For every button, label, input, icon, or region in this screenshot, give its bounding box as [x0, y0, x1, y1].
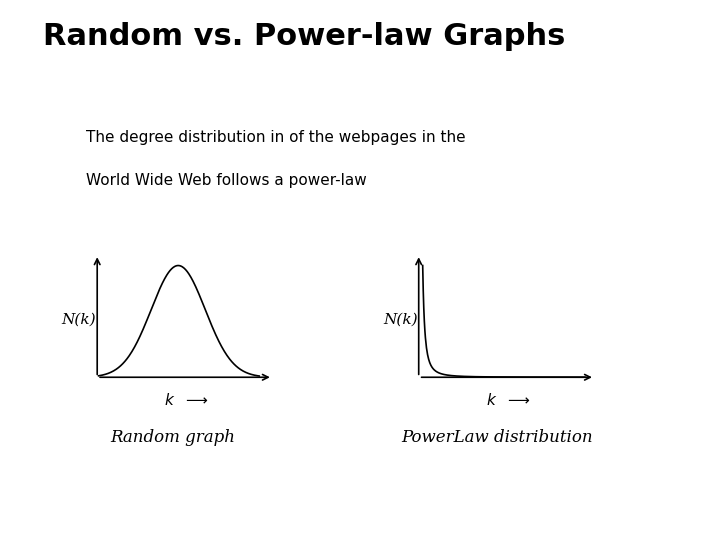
Text: World Wide Web follows a power-law: World Wide Web follows a power-law	[86, 173, 367, 188]
Text: The degree distribution in of the webpages in the: The degree distribution in of the webpag…	[86, 130, 466, 145]
Text: N(k): N(k)	[383, 312, 418, 326]
Text: Random graph: Random graph	[110, 429, 235, 446]
Text: N(k): N(k)	[61, 312, 96, 326]
Text: PowerLaw distribution: PowerLaw distribution	[401, 429, 593, 446]
Text: Random vs. Power-law Graphs: Random vs. Power-law Graphs	[43, 22, 566, 51]
Text: $k$  $\longrightarrow$: $k$ $\longrightarrow$	[164, 392, 209, 408]
Text: $k$  $\longrightarrow$: $k$ $\longrightarrow$	[486, 392, 531, 408]
